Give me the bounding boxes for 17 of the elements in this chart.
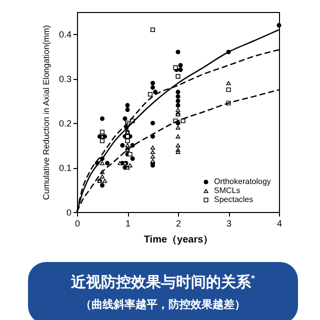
- y-tick-label: 0.1: [58, 163, 72, 174]
- x-tick-label: 4: [276, 218, 282, 228]
- x-tick-label: 2: [176, 218, 182, 228]
- x-tick-label: 3: [226, 218, 232, 228]
- legend-label: Orthokeratology: [214, 177, 271, 186]
- x-axis-title: Time（years）: [144, 234, 214, 246]
- text: 近视防控效果与时间的关系$^{*}$: [70, 273, 256, 292]
- legend-label: SMCLs: [214, 186, 240, 195]
- y-tick-label: 0.4: [58, 30, 72, 40]
- y-tick-label: 0.2: [58, 118, 72, 129]
- y-tick-label: 0.3: [58, 74, 72, 84]
- y-axis-title: Cumulative Reduction in Axial Elongation(mm): [40, 24, 51, 200]
- text: （曲线斜率越平，防控效果越差）: [80, 297, 246, 312]
- legend-label: Spectacles: [214, 195, 254, 204]
- x-tick-label: 1: [125, 218, 131, 228]
- y-tick-label: 0: [66, 208, 72, 218]
- x-tick-label: 0: [74, 218, 80, 228]
